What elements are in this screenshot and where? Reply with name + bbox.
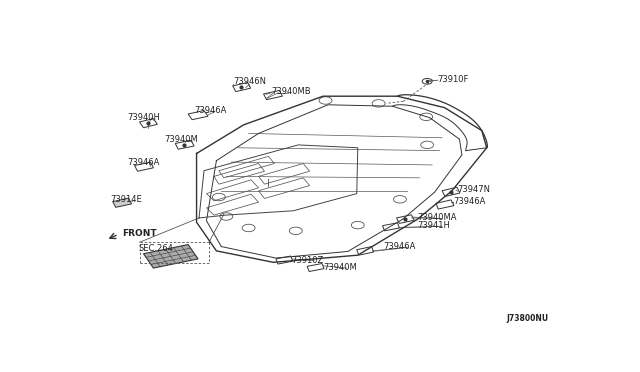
Text: 73940MA: 73940MA	[417, 214, 457, 222]
Text: 73946N: 73946N	[234, 77, 267, 86]
Text: 73940M: 73940M	[323, 263, 356, 272]
Text: 73946A: 73946A	[194, 106, 227, 115]
Text: 73940M: 73940M	[164, 135, 198, 144]
Text: 73947N: 73947N	[457, 185, 490, 194]
Text: 73910Z: 73910Z	[291, 256, 323, 264]
Text: 73941H: 73941H	[417, 221, 450, 230]
Text: 73910F: 73910F	[437, 75, 468, 84]
Text: 73940MB: 73940MB	[271, 87, 310, 96]
Polygon shape	[113, 198, 132, 207]
Text: 73946A: 73946A	[127, 158, 159, 167]
Text: 73914E: 73914E	[111, 195, 143, 204]
Text: SEC.264: SEC.264	[138, 244, 173, 253]
Polygon shape	[143, 244, 198, 268]
Text: J73800NU: J73800NU	[507, 314, 548, 323]
Text: FRONT: FRONT	[122, 229, 157, 238]
Text: 73940H: 73940H	[127, 113, 160, 122]
Text: 73946A: 73946A	[453, 197, 485, 206]
Text: 73946A: 73946A	[383, 242, 416, 251]
